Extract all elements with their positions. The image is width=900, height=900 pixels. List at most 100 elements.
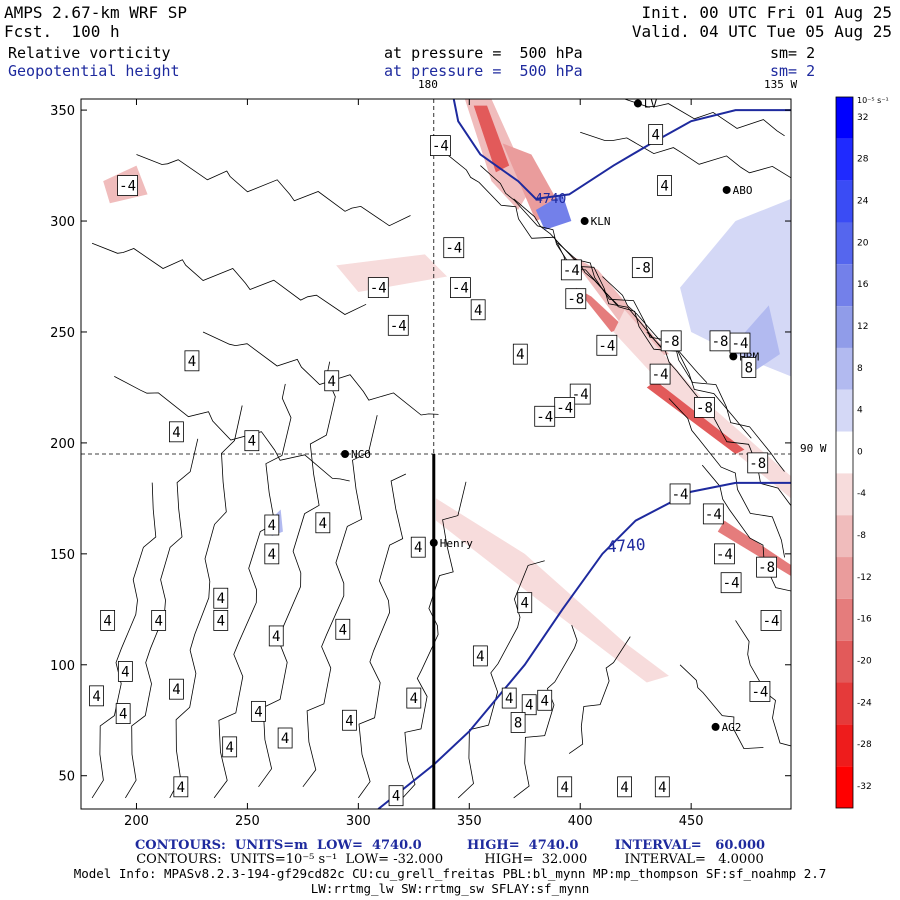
contour-label-box <box>760 610 782 631</box>
contour-label-box <box>648 124 664 145</box>
contour-value-label: 4 <box>115 703 131 724</box>
contour-label-box <box>100 610 116 631</box>
contour-value-label: 4 <box>512 343 528 365</box>
contour-label-text: -8 <box>758 560 775 576</box>
station-label: ABO <box>733 184 753 197</box>
colorbar-unit-label: 10⁻⁵ s⁻¹ <box>857 96 889 105</box>
colorbar-swatch <box>836 264 853 307</box>
x-tick-label: 400 <box>568 814 593 829</box>
contour-label-box <box>702 503 724 525</box>
vorticity-contour <box>624 99 785 137</box>
axes: 200 250 300 350 400 450 50 100 150 200 250 300 350 <box>50 99 791 829</box>
height-contour-4740 <box>377 481 791 809</box>
contour-label-text: -4 <box>452 281 469 297</box>
contour-label-box <box>173 776 189 798</box>
colorbar-swatch <box>836 97 853 139</box>
contour-label-text: -8 <box>634 261 651 277</box>
contour-label-text: -4 <box>563 263 580 279</box>
contour-label-text: 4 <box>268 547 276 563</box>
contour-value-label: 4 <box>342 709 357 731</box>
contour-value-label: 4 <box>557 776 573 798</box>
contour-label-box <box>657 175 672 196</box>
vorticity-contour <box>557 242 752 439</box>
contour-value-label: -4 <box>720 572 742 594</box>
contour-value-label: 4 <box>213 610 229 631</box>
contour-label-text: -4 <box>390 318 407 334</box>
station-label: KLN <box>591 215 611 228</box>
colorbar-swatch <box>836 640 853 683</box>
contour-label-text: -4 <box>370 281 387 297</box>
vorticity-band <box>502 143 563 222</box>
contour-value-label: -4 <box>669 483 691 505</box>
colorbar-tick-label: -24 <box>857 698 872 708</box>
contour-label-text: 8 <box>745 360 753 376</box>
vorticity-band <box>575 287 625 332</box>
contour-label-text: 4 <box>172 425 180 441</box>
vorticity-contour <box>580 131 791 179</box>
contour-value-label: -4 <box>702 503 724 525</box>
contour-label-text: -4 <box>598 338 615 354</box>
contour-label-box <box>117 661 133 682</box>
field1-smoothing: sm= 2 <box>770 44 816 62</box>
contour-label-box <box>315 512 331 534</box>
contour-value-label: -8 <box>660 330 682 352</box>
contour-label-box <box>720 572 742 594</box>
contour-value-label: 4 <box>184 350 200 372</box>
height-contour-label-top: 4740 <box>535 192 567 207</box>
contour-value-label: -4 <box>749 681 771 702</box>
x-tick-label: 250 <box>235 814 260 829</box>
contour-label-box <box>277 727 293 749</box>
contour-label-text: 4 <box>505 691 513 707</box>
contour-label-text: 4 <box>248 434 256 450</box>
contour-label-text: 4 <box>272 629 280 645</box>
vorticity-contour <box>213 383 292 799</box>
contour-label-text: 4 <box>525 698 533 714</box>
plot-frame <box>80 98 792 810</box>
contour-label-box <box>184 350 200 372</box>
contour-label-box <box>557 776 573 798</box>
contour-value-label: -4 <box>569 383 591 405</box>
colorbar-swatch <box>836 724 853 767</box>
contour-label-box <box>115 703 131 724</box>
contour-label-text: -4 <box>732 336 749 352</box>
vorticity-contour-info: CONTOURS: UNITS=10⁻⁵ s⁻¹ LOW= -32.000 HI… <box>136 852 764 867</box>
vorticity-contour <box>457 560 545 799</box>
contour-label-text: 4 <box>328 374 336 390</box>
contour-value-label: 4 <box>657 175 672 196</box>
contour-label-text: 4 <box>254 704 262 720</box>
contour-label-box <box>596 334 618 356</box>
contour-label-box <box>694 397 715 418</box>
colorbar-swatch <box>836 180 853 223</box>
contour-value-label: 4 <box>251 700 266 722</box>
station-marker <box>722 185 731 194</box>
contour-value-label: -8 <box>709 330 731 352</box>
contour-value-label: -4 <box>560 259 582 281</box>
contour-label-box <box>222 736 238 758</box>
contour-label-text: 4 <box>516 347 524 363</box>
contour-label-text: -4 <box>652 367 669 383</box>
contour-label-text: 4 <box>188 354 196 370</box>
contour-label-text: -4 <box>445 241 462 257</box>
contour-value-label: -4 <box>596 334 618 356</box>
contour-value-label: 4 <box>169 421 184 443</box>
contour-value-label: 4 <box>169 678 184 700</box>
contour-value-label: 4 <box>410 536 426 558</box>
contour-label-text: 4 <box>410 691 418 707</box>
station-label: AG2 <box>722 721 742 734</box>
contour-value-label: 4 <box>222 736 238 758</box>
contour-value-label: -8 <box>631 257 653 279</box>
contour-value-label: 4 <box>268 625 284 647</box>
contour-label-text: 4 <box>103 613 111 629</box>
vorticity-shading <box>103 99 791 683</box>
contour-value-label: 4 <box>89 685 104 707</box>
contour-value-label: 4 <box>521 694 537 716</box>
colorbar-swatch <box>836 431 853 474</box>
contour-value-label: 4 <box>173 776 189 798</box>
vorticity-contour <box>701 464 791 592</box>
contour-value-label: 4 <box>264 543 280 565</box>
contour-label-text: 4 <box>154 613 162 629</box>
contour-label-box <box>669 483 691 505</box>
y-tick-label: 300 <box>50 215 75 230</box>
contour-label-text: -4 <box>556 400 573 416</box>
